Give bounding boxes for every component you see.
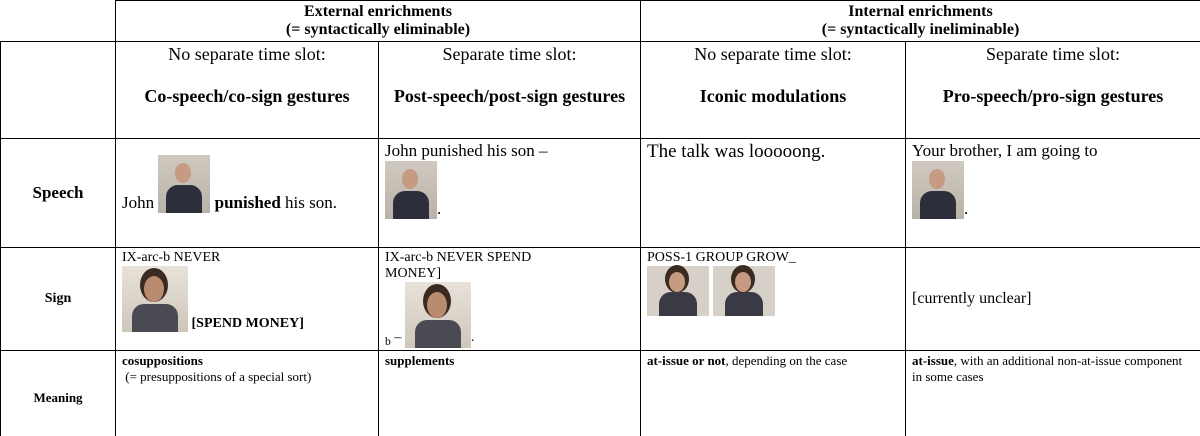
cell: POSS-1 GROUP GROW_ — [640, 247, 907, 351]
bold-text: supplements — [385, 353, 455, 368]
slot: Separate time slot: — [442, 44, 577, 64]
text: Your brother, I am going to — [912, 141, 1098, 160]
column-name: Co-speech/co-sign gestures — [144, 86, 350, 106]
photo — [712, 266, 775, 316]
group-title: Internal enrichments — [848, 3, 993, 20]
slot: No separate time slot: — [694, 44, 852, 64]
cell: Your brother, I am going to. — [905, 138, 1200, 248]
column-header: No separate time slot: Iconic modulations — [640, 41, 907, 139]
text: . — [964, 199, 969, 218]
text: (= presuppositions of a special sort) — [125, 369, 312, 384]
text: his son. — [285, 193, 338, 212]
photo — [122, 266, 188, 332]
cell: [currently unclear] — [905, 247, 1200, 351]
photo — [647, 266, 710, 316]
group-title: External enrichments — [304, 3, 452, 20]
photo — [158, 155, 211, 213]
column-name: Pro-speech/pro-sign gestures — [942, 86, 1164, 106]
row: Speech John punished his son. John punis… — [0, 138, 1200, 248]
text: IX-arc-b NEVER — [122, 250, 221, 265]
text: POSS-1 GROUP GROW_ — [647, 250, 796, 265]
bold-text: punished — [214, 193, 281, 212]
photo — [912, 161, 965, 219]
cell: The talk was looooong. — [640, 138, 907, 248]
column-header: Separate time slot: Post-speech/post-sign… — [377, 41, 642, 139]
column-header: No separate time slot: Co-speech/co-sign … — [115, 41, 379, 139]
group-header: External enrichments (= syntactically eli… — [114, 0, 642, 42]
bold-text: cosuppositions — [122, 353, 203, 368]
text: IX-arc-b NEVER SPEND MONEY] — [385, 250, 532, 281]
text: John — [122, 193, 155, 212]
text: The talk was looooong. — [647, 141, 826, 162]
bold-text: at-issue or not — [647, 353, 726, 368]
cell: at-issue, with an additional non-at-issu… — [905, 350, 1200, 436]
cell: IX-arc-b NEVER [SPEND MONEY] — [115, 247, 379, 351]
slot: Separate time slot: — [986, 44, 1120, 64]
row-label: Meaning — [0, 350, 116, 436]
bold-text: [SPEND MONEY] — [191, 316, 304, 331]
photo — [385, 161, 437, 219]
row-label: Sign — [0, 247, 116, 351]
text: [currently unclear] — [912, 290, 1032, 307]
cell: at-issue or not, depending on the case — [640, 350, 907, 436]
column-header-row: No separate time slot: Co-speech/co-sign … — [0, 41, 1200, 139]
group-header-row: External enrichments (= syntactically eli… — [0, 0, 1200, 42]
cell: John punished his son. — [115, 138, 379, 248]
text: John punished his son – — [385, 141, 548, 160]
bold-text: at-issue — [912, 353, 954, 368]
group-subtitle: (= syntactically eliminable) — [285, 21, 471, 38]
cell: supplements — [377, 350, 642, 436]
text: – — [394, 330, 402, 346]
row: Meaning cosuppositions (= presupposition… — [0, 350, 1200, 436]
text: . — [437, 199, 442, 218]
column-header: Separate time slot: Pro-speech/pro-sign g… — [905, 41, 1200, 139]
column-name: Iconic modulations — [699, 86, 847, 106]
photo — [404, 282, 471, 348]
text: , depending on the case — [725, 353, 848, 368]
row: Sign IX-arc-b NEVER [SPEND MONEY] IX-arc… — [0, 247, 1200, 351]
cell: IX-arc-b NEVER SPEND MONEY] b – . — [377, 247, 642, 351]
subscript: b — [385, 335, 391, 348]
text: . — [470, 330, 475, 346]
text: , with an additional non-at-issue compon… — [912, 353, 1183, 384]
cell: John punished his son –. — [377, 138, 642, 248]
cell: cosuppositions (= presuppositions of a s… — [115, 350, 379, 436]
row-label: Speech — [0, 138, 116, 248]
group-header: Internal enrichments (= syntactically ine… — [640, 0, 1200, 42]
slot: No separate time slot: — [168, 44, 326, 64]
group-subtitle: (= syntactically ineliminable) — [821, 21, 1020, 38]
column-name: Post-speech/post-sign gestures — [393, 86, 626, 106]
